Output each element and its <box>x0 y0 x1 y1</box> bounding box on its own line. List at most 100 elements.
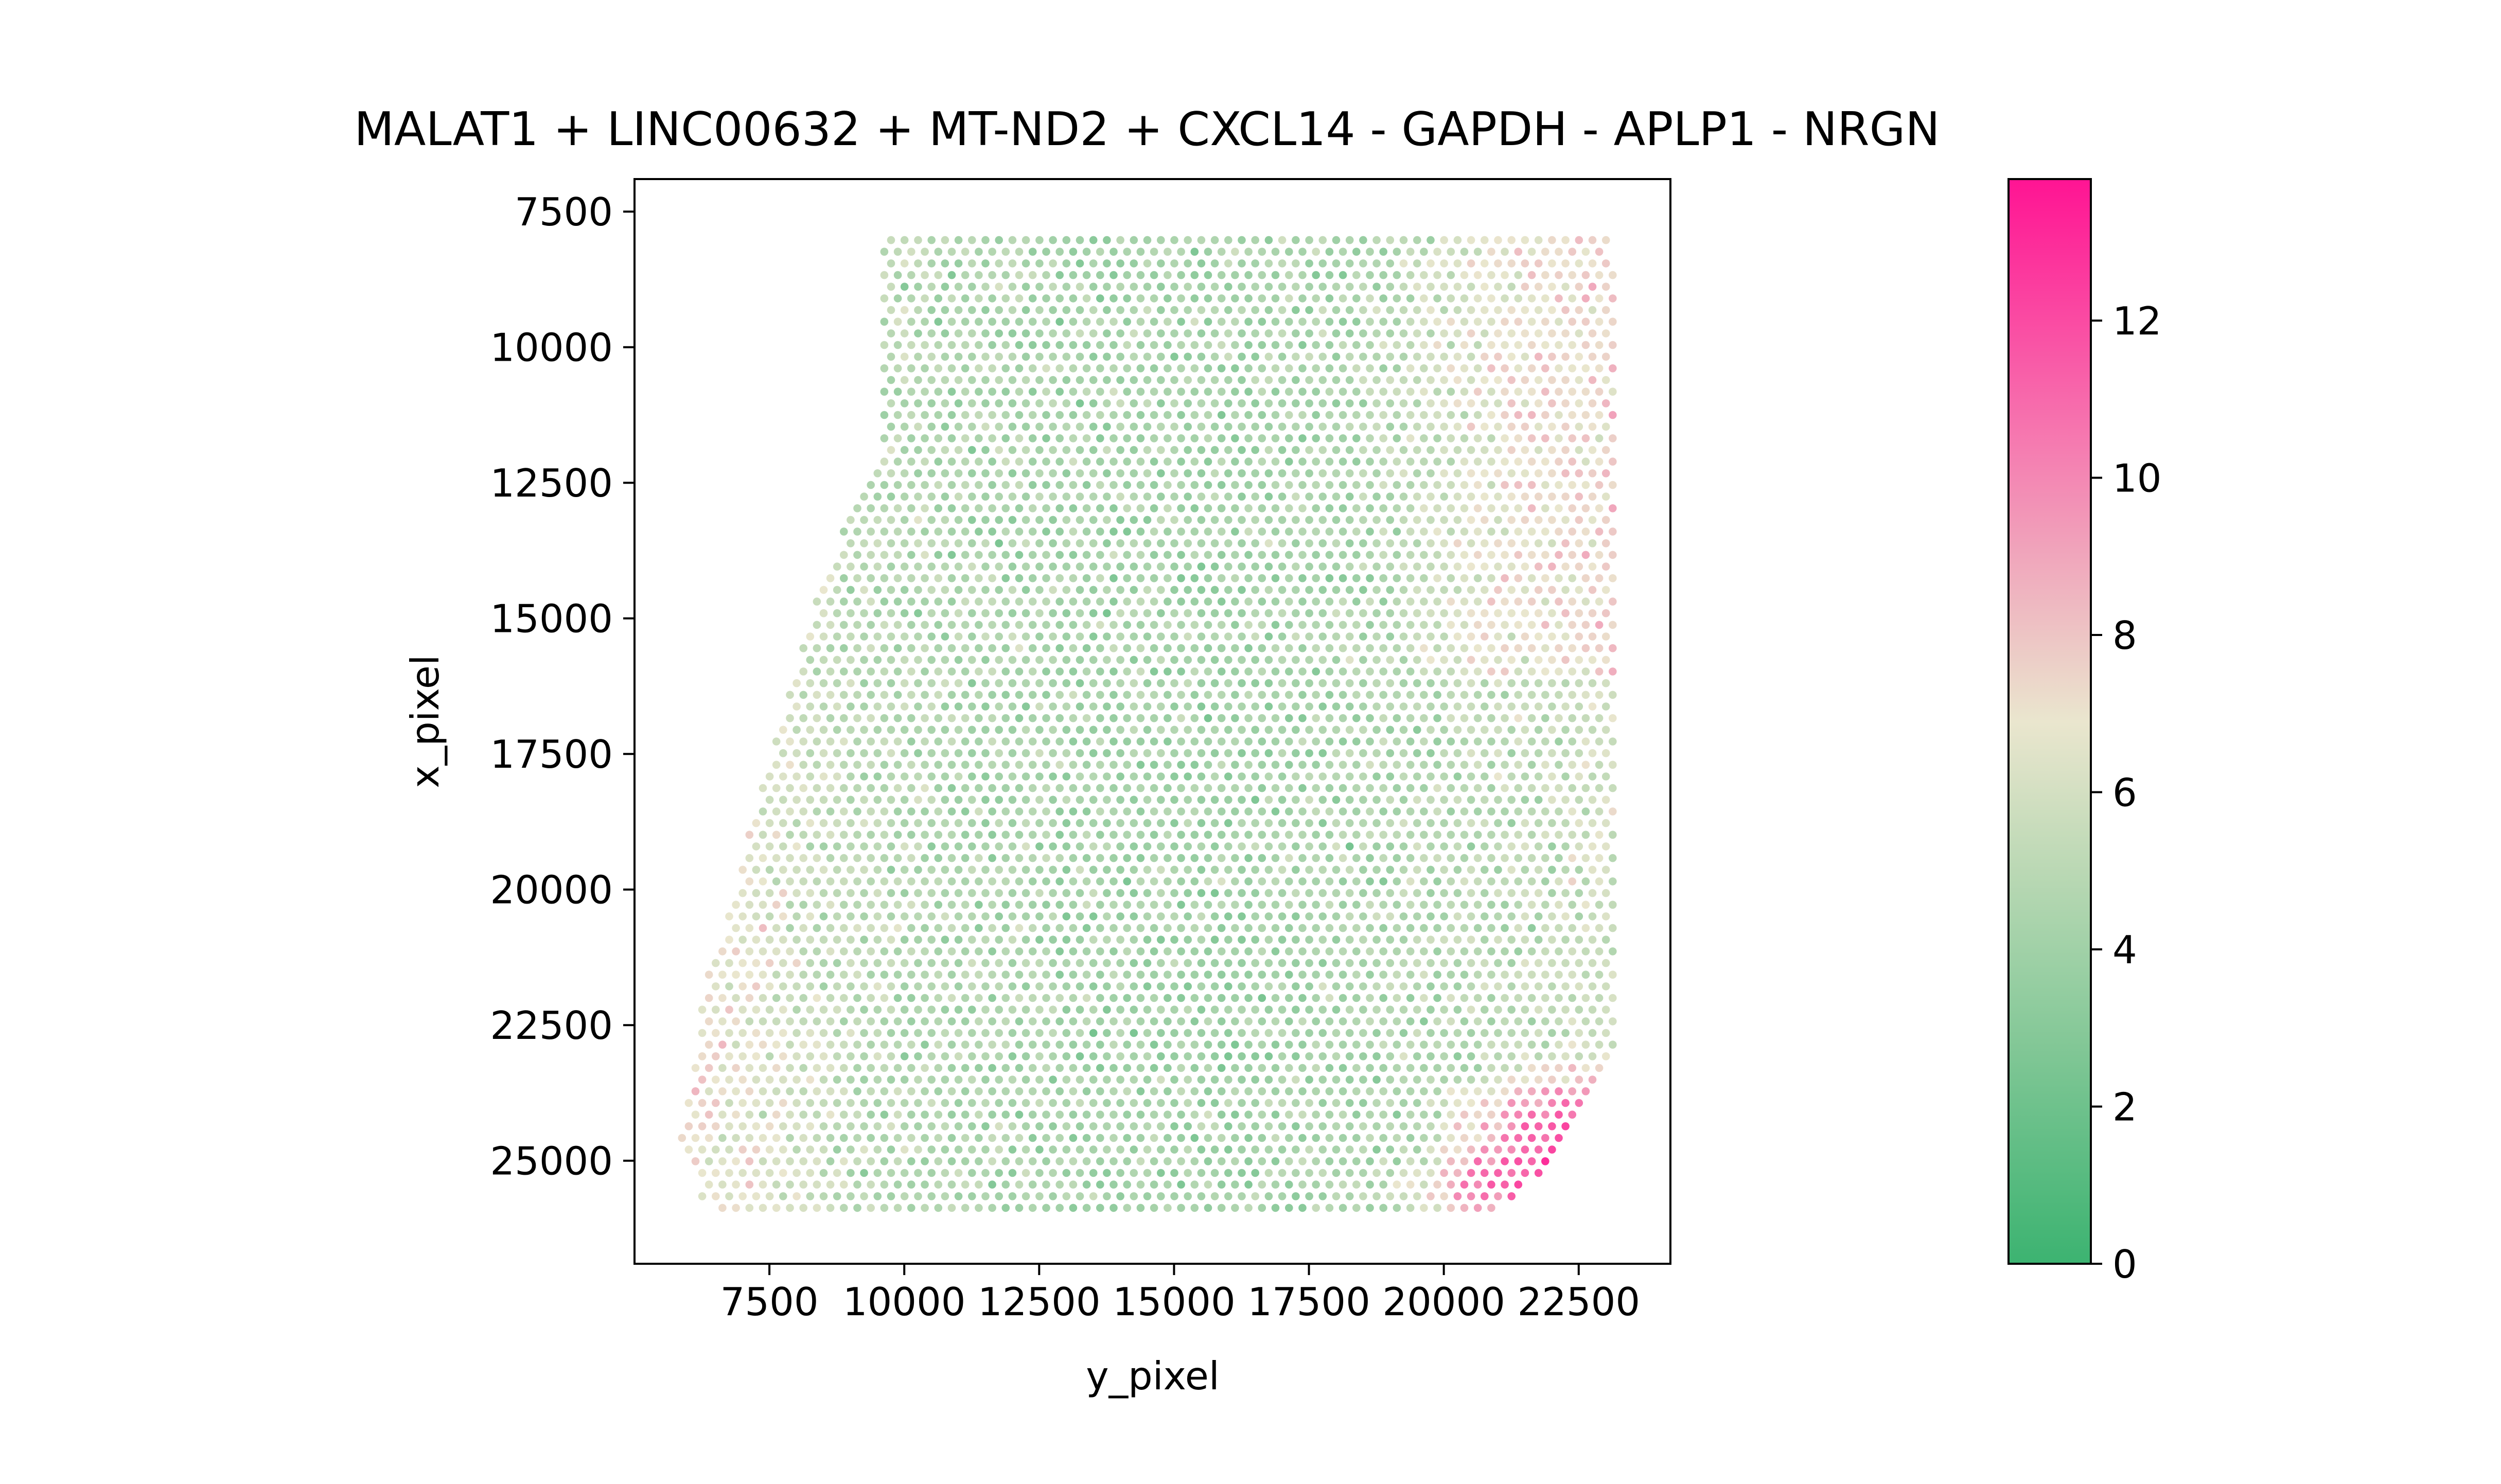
data-point <box>1096 1064 1104 1072</box>
data-point <box>1224 1169 1232 1177</box>
data-point <box>813 1157 821 1165</box>
data-point <box>1089 562 1098 571</box>
data-point <box>880 644 889 652</box>
data-point <box>1366 387 1374 396</box>
data-point <box>1292 492 1300 501</box>
data-point <box>1601 329 1610 338</box>
data-point <box>1264 1029 1273 1037</box>
data-point <box>1386 609 1395 617</box>
data-point <box>1473 691 1482 699</box>
data-point <box>1609 900 1617 909</box>
data-point <box>1055 271 1064 279</box>
data-point <box>1588 656 1597 664</box>
data-point <box>921 364 929 373</box>
data-point <box>1055 900 1064 909</box>
data-point <box>1130 1122 1138 1130</box>
data-point <box>1062 1029 1071 1037</box>
data-point <box>759 1064 767 1072</box>
data-point <box>1271 1157 1280 1165</box>
data-point <box>1359 1075 1367 1084</box>
data-point <box>981 772 990 781</box>
data-point <box>1042 947 1050 956</box>
data-point <box>718 1110 727 1119</box>
data-point <box>1561 236 1570 244</box>
data-point <box>1548 562 1556 571</box>
data-point <box>1548 796 1556 804</box>
data-point <box>1109 504 1118 513</box>
data-point <box>1271 551 1280 559</box>
data-point <box>1426 422 1435 431</box>
data-point <box>1338 947 1347 956</box>
data-point <box>1190 481 1199 489</box>
data-point <box>1278 726 1287 734</box>
data-point <box>1238 1075 1246 1084</box>
data-point <box>1170 259 1178 268</box>
data-point <box>934 341 943 349</box>
data-point <box>1136 737 1145 746</box>
data-point <box>1082 784 1091 792</box>
data-point <box>1575 376 1583 384</box>
data-point <box>698 1145 707 1154</box>
data-point <box>1352 317 1361 326</box>
data-point <box>914 679 922 687</box>
data-point <box>745 947 754 956</box>
data-point <box>1420 761 1428 769</box>
data-point <box>1460 877 1469 886</box>
data-point <box>1231 294 1239 303</box>
data-point <box>1177 877 1185 886</box>
data-point <box>1150 364 1158 373</box>
data-point <box>1164 854 1172 862</box>
data-point <box>893 294 902 303</box>
data-point <box>1399 889 1408 897</box>
data-point <box>887 329 895 338</box>
data-point <box>1021 656 1030 664</box>
data-point <box>1116 446 1124 454</box>
data-point <box>1258 1157 1266 1165</box>
data-point <box>1184 1122 1192 1130</box>
data-point <box>772 831 781 839</box>
data-point <box>900 959 909 967</box>
data-point <box>1305 889 1313 897</box>
data-point <box>1278 329 1287 338</box>
data-point <box>954 819 963 827</box>
data-point <box>893 1180 902 1189</box>
data-point <box>745 1040 754 1049</box>
data-point <box>1379 364 1387 373</box>
data-point <box>1352 714 1361 722</box>
data-point <box>1379 551 1387 559</box>
data-point <box>1271 457 1280 466</box>
data-point <box>1507 236 1516 244</box>
data-point <box>1042 411 1050 419</box>
data-point <box>1251 446 1259 454</box>
data-point <box>1285 807 1293 816</box>
data-point <box>1164 784 1172 792</box>
data-point <box>1231 504 1239 513</box>
data-point <box>1177 364 1185 373</box>
data-point <box>1413 539 1421 547</box>
data-point <box>1325 784 1334 792</box>
data-point <box>995 1075 1003 1084</box>
data-point <box>927 935 936 944</box>
data-point <box>765 1075 774 1084</box>
data-point <box>1184 469 1192 478</box>
data-point <box>1028 924 1037 932</box>
data-point <box>1055 714 1064 722</box>
data-point <box>1359 726 1367 734</box>
data-point <box>934 924 943 932</box>
data-point <box>1555 947 1563 956</box>
data-point <box>1190 1040 1199 1049</box>
data-point <box>1453 726 1462 734</box>
data-point <box>1386 889 1395 897</box>
data-point <box>1521 282 1529 291</box>
data-point <box>1264 539 1273 547</box>
data-point <box>860 1075 868 1084</box>
data-point <box>1332 772 1341 781</box>
data-point <box>880 784 889 792</box>
data-point <box>1224 1122 1232 1130</box>
data-point <box>1177 761 1185 769</box>
data-point <box>772 1017 781 1026</box>
data-point <box>1008 1052 1017 1061</box>
data-point <box>1184 399 1192 408</box>
data-point <box>1534 959 1543 967</box>
data-point <box>1359 586 1367 594</box>
